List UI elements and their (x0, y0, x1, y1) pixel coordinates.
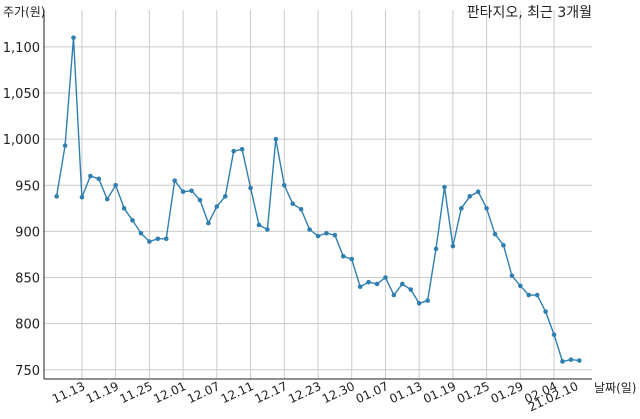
x-tick-label: 12.01 (151, 379, 188, 406)
x-tick-label: 01.13 (387, 379, 424, 406)
data-point (357, 284, 363, 290)
data-point (113, 182, 118, 188)
data-point (475, 189, 481, 195)
data-point (189, 188, 194, 194)
y-tick-label: 800 (15, 318, 40, 333)
data-point (383, 275, 388, 280)
y-tick-label: 950 (15, 179, 40, 194)
x-tick-label: 11.25 (118, 379, 155, 406)
x-tick-label: 12.30 (320, 379, 357, 406)
data-point (324, 230, 329, 236)
data-point (484, 206, 489, 211)
data-point (96, 176, 102, 182)
y-tick-label: 850 (15, 272, 40, 287)
data-point (239, 146, 245, 152)
x-tick-label: 12.07 (185, 379, 222, 406)
series-layer (54, 35, 582, 364)
x-tick-label: 11.13 (50, 379, 87, 406)
data-point (298, 206, 304, 212)
data-point (206, 220, 211, 226)
data-point (501, 242, 506, 248)
x-tick-label: 12.17 (252, 379, 289, 406)
data-point (155, 236, 161, 242)
data-point (551, 332, 557, 338)
data-point (442, 184, 447, 190)
data-point (543, 309, 548, 314)
data-point (425, 298, 430, 303)
data-point (290, 201, 296, 207)
data-point (121, 206, 127, 211)
y-tick-labels: 750 800 850 900 950 1,000 1,050 1,100 (3, 41, 40, 379)
data-point (104, 196, 110, 202)
data-point (568, 357, 574, 362)
y-tick-label: 1,000 (3, 133, 40, 148)
data-point (408, 287, 414, 292)
data-point (400, 281, 405, 287)
x-tick-label: 11.19 (84, 379, 121, 406)
x-tick-label: 12.11 (219, 379, 256, 406)
data-point (560, 359, 565, 364)
data-point (374, 281, 380, 287)
data-point (416, 301, 422, 306)
x-tick-label: 01.29 (489, 379, 526, 406)
data-point (197, 197, 203, 203)
data-point (577, 358, 582, 363)
data-point (518, 283, 523, 289)
y-tick-label: 1,100 (3, 41, 40, 56)
data-point (79, 194, 85, 200)
y-tick-label: 1,050 (3, 87, 40, 102)
data-point (450, 243, 456, 249)
data-point (509, 273, 515, 278)
x-tick-label: 01.07 (354, 379, 391, 406)
x-tick-label: 01.25 (455, 379, 492, 406)
data-point (273, 136, 279, 142)
data-point (526, 292, 532, 298)
data-point (265, 227, 270, 232)
data-point (281, 182, 287, 188)
data-point (391, 292, 397, 298)
data-point (467, 194, 473, 199)
data-point (256, 222, 262, 228)
x-tick-label: 12.23 (286, 379, 323, 406)
y-tick-label: 750 (15, 364, 40, 379)
data-point (492, 231, 498, 237)
data-point (248, 185, 253, 191)
data-point (71, 35, 76, 40)
data-point (231, 148, 236, 154)
data-point (222, 194, 228, 199)
y-tick-label: 900 (15, 225, 40, 240)
axes (43, 10, 592, 380)
data-point (62, 143, 68, 148)
data-point (332, 232, 338, 238)
chart-title: 판타지오, 최근 3개월 (467, 5, 592, 21)
data-point (433, 246, 439, 252)
data-point (534, 292, 540, 298)
data-point (54, 194, 59, 199)
data-point (147, 239, 152, 244)
x-axis-label: 날짜(일) (594, 381, 636, 395)
grid (44, 10, 592, 379)
data-point (315, 233, 321, 239)
data-point (138, 230, 144, 236)
data-point (366, 279, 371, 285)
y-axis-label: 주가(원) (3, 5, 45, 19)
data-point (172, 178, 177, 183)
data-point (459, 206, 464, 211)
data-point (214, 204, 220, 209)
data-point (180, 189, 186, 195)
data-point (88, 173, 93, 179)
x-tick-labels: 11.1311.1911.2512.0112.0712.1112.1712.23… (50, 379, 580, 414)
data-point (349, 256, 355, 262)
data-point (163, 236, 169, 242)
x-tick-label: 01.19 (421, 379, 458, 406)
data-point (307, 227, 312, 232)
data-point (130, 218, 135, 223)
data-point (340, 254, 346, 259)
